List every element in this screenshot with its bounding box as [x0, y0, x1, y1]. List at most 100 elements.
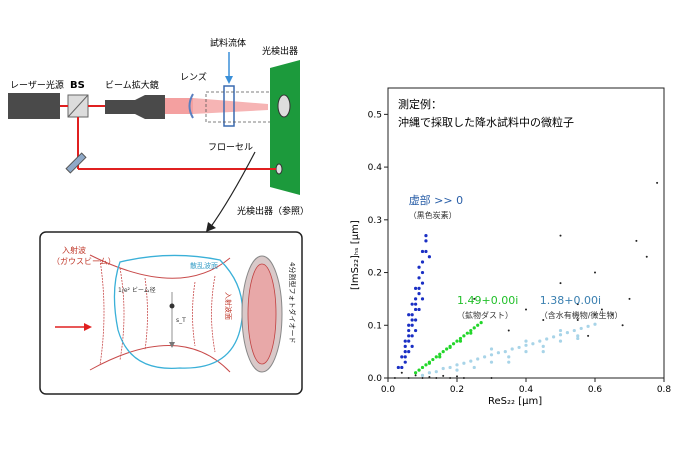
series-labels: 虚部 >> 0 （黒色炭素） 1.49+0.00i （鉱物ダスト） 1.38+0.00i… [409, 193, 623, 320]
data-point [448, 365, 452, 370]
bs-label: BS [70, 80, 85, 91]
data-point [417, 276, 421, 280]
data-point [428, 375, 431, 378]
data-point [510, 347, 514, 351]
data-point [503, 350, 507, 354]
data-point [559, 282, 562, 285]
reference-detector [275, 163, 283, 175]
data-point [400, 355, 404, 359]
data-point [420, 365, 425, 370]
chart-title: 測定例： [398, 97, 442, 111]
data-point [414, 286, 418, 290]
y-tick-label: 0.4 [368, 163, 383, 173]
particle [169, 303, 175, 309]
data-point [424, 239, 428, 243]
data-point [414, 318, 418, 322]
expander-label: ビーム拡大鏡 [105, 79, 159, 91]
data-point [414, 302, 418, 306]
data-point [417, 286, 421, 290]
data-point [524, 343, 528, 347]
series-sublabel: （黒色炭素） [409, 210, 457, 220]
detector-panel [270, 60, 300, 195]
data-point [507, 329, 510, 332]
data-point [576, 319, 579, 321]
data-point [400, 365, 404, 370]
data-point [469, 328, 473, 333]
gaussian-beam-label: （ガウスビーム） [52, 256, 116, 266]
data-point [472, 365, 476, 370]
data-point [407, 350, 411, 354]
data-point [420, 270, 425, 275]
data-point [403, 355, 407, 359]
sample-fluid-label: 試料流体 [210, 37, 246, 49]
data-point [586, 324, 590, 328]
y-tick-label: 0.2 [368, 269, 382, 279]
data-point [558, 339, 563, 343]
laser-label: レーザー光源 [10, 79, 64, 91]
data-point [427, 255, 431, 259]
data-point [507, 360, 511, 364]
data-point [403, 350, 407, 354]
data-point [621, 324, 624, 327]
x-tick-label: 0.2 [450, 385, 464, 395]
data-point [435, 377, 438, 379]
data-point [635, 239, 638, 242]
data-point [441, 350, 445, 354]
data-point [449, 377, 452, 379]
data-point [538, 339, 542, 343]
data-point [645, 255, 648, 258]
data-point [448, 345, 452, 350]
data-point [407, 323, 411, 327]
incident-wavefront-label: 入射波面 [224, 292, 233, 320]
data-point [594, 271, 596, 274]
data-point [531, 342, 535, 346]
data-point [587, 334, 590, 337]
data-point [489, 360, 494, 364]
data-point [410, 334, 414, 338]
data-point [456, 375, 458, 378]
data-point [552, 335, 556, 339]
data-point [489, 353, 494, 357]
data-point [507, 355, 511, 359]
data-points [393, 181, 659, 379]
data-point [414, 297, 418, 301]
data-point [542, 319, 545, 321]
data-point [455, 368, 459, 372]
data-point [407, 339, 411, 343]
lens-label: レンズ [180, 71, 207, 83]
data-point [438, 352, 442, 356]
data-point [465, 331, 469, 335]
series-name: 虚部 >> 0 [409, 193, 463, 207]
optical-setup: レーザー光源 BS ビーム拡大鏡 レンズ 試料流体 フローセル 光検出器 光検出… [8, 37, 309, 232]
data-point [541, 344, 545, 348]
x-tick-label: 0.4 [519, 385, 534, 395]
incident-wave-label: 入射波 [62, 245, 86, 255]
data-point [417, 307, 421, 312]
series-name: 1.38+0.00i [540, 294, 601, 307]
data-point [458, 336, 463, 341]
data-point [414, 307, 418, 312]
x-tick-label: 0.6 [588, 385, 603, 395]
data-point [572, 328, 576, 333]
beam-waist-label: 1/e² ビーム径 [118, 286, 156, 294]
data-point [420, 281, 425, 285]
data-point [442, 374, 445, 377]
data-point [434, 370, 438, 374]
x-tick-label: 0.8 [657, 385, 672, 395]
data-point [445, 347, 449, 351]
data-point [410, 302, 414, 306]
data-point [458, 339, 463, 343]
data-point [410, 318, 414, 322]
particle-label: s_T [176, 317, 186, 324]
mirror [65, 152, 87, 174]
data-point [410, 323, 414, 327]
data-point [407, 377, 410, 379]
data-point [576, 334, 580, 338]
y-axis-label: [ImS₂₂]ₕₛ [μm] [350, 220, 361, 290]
data-point [393, 377, 396, 379]
data-point [427, 371, 431, 375]
data-point [600, 308, 603, 311]
scattered-wavefront [113, 254, 244, 369]
data-point [420, 260, 425, 264]
